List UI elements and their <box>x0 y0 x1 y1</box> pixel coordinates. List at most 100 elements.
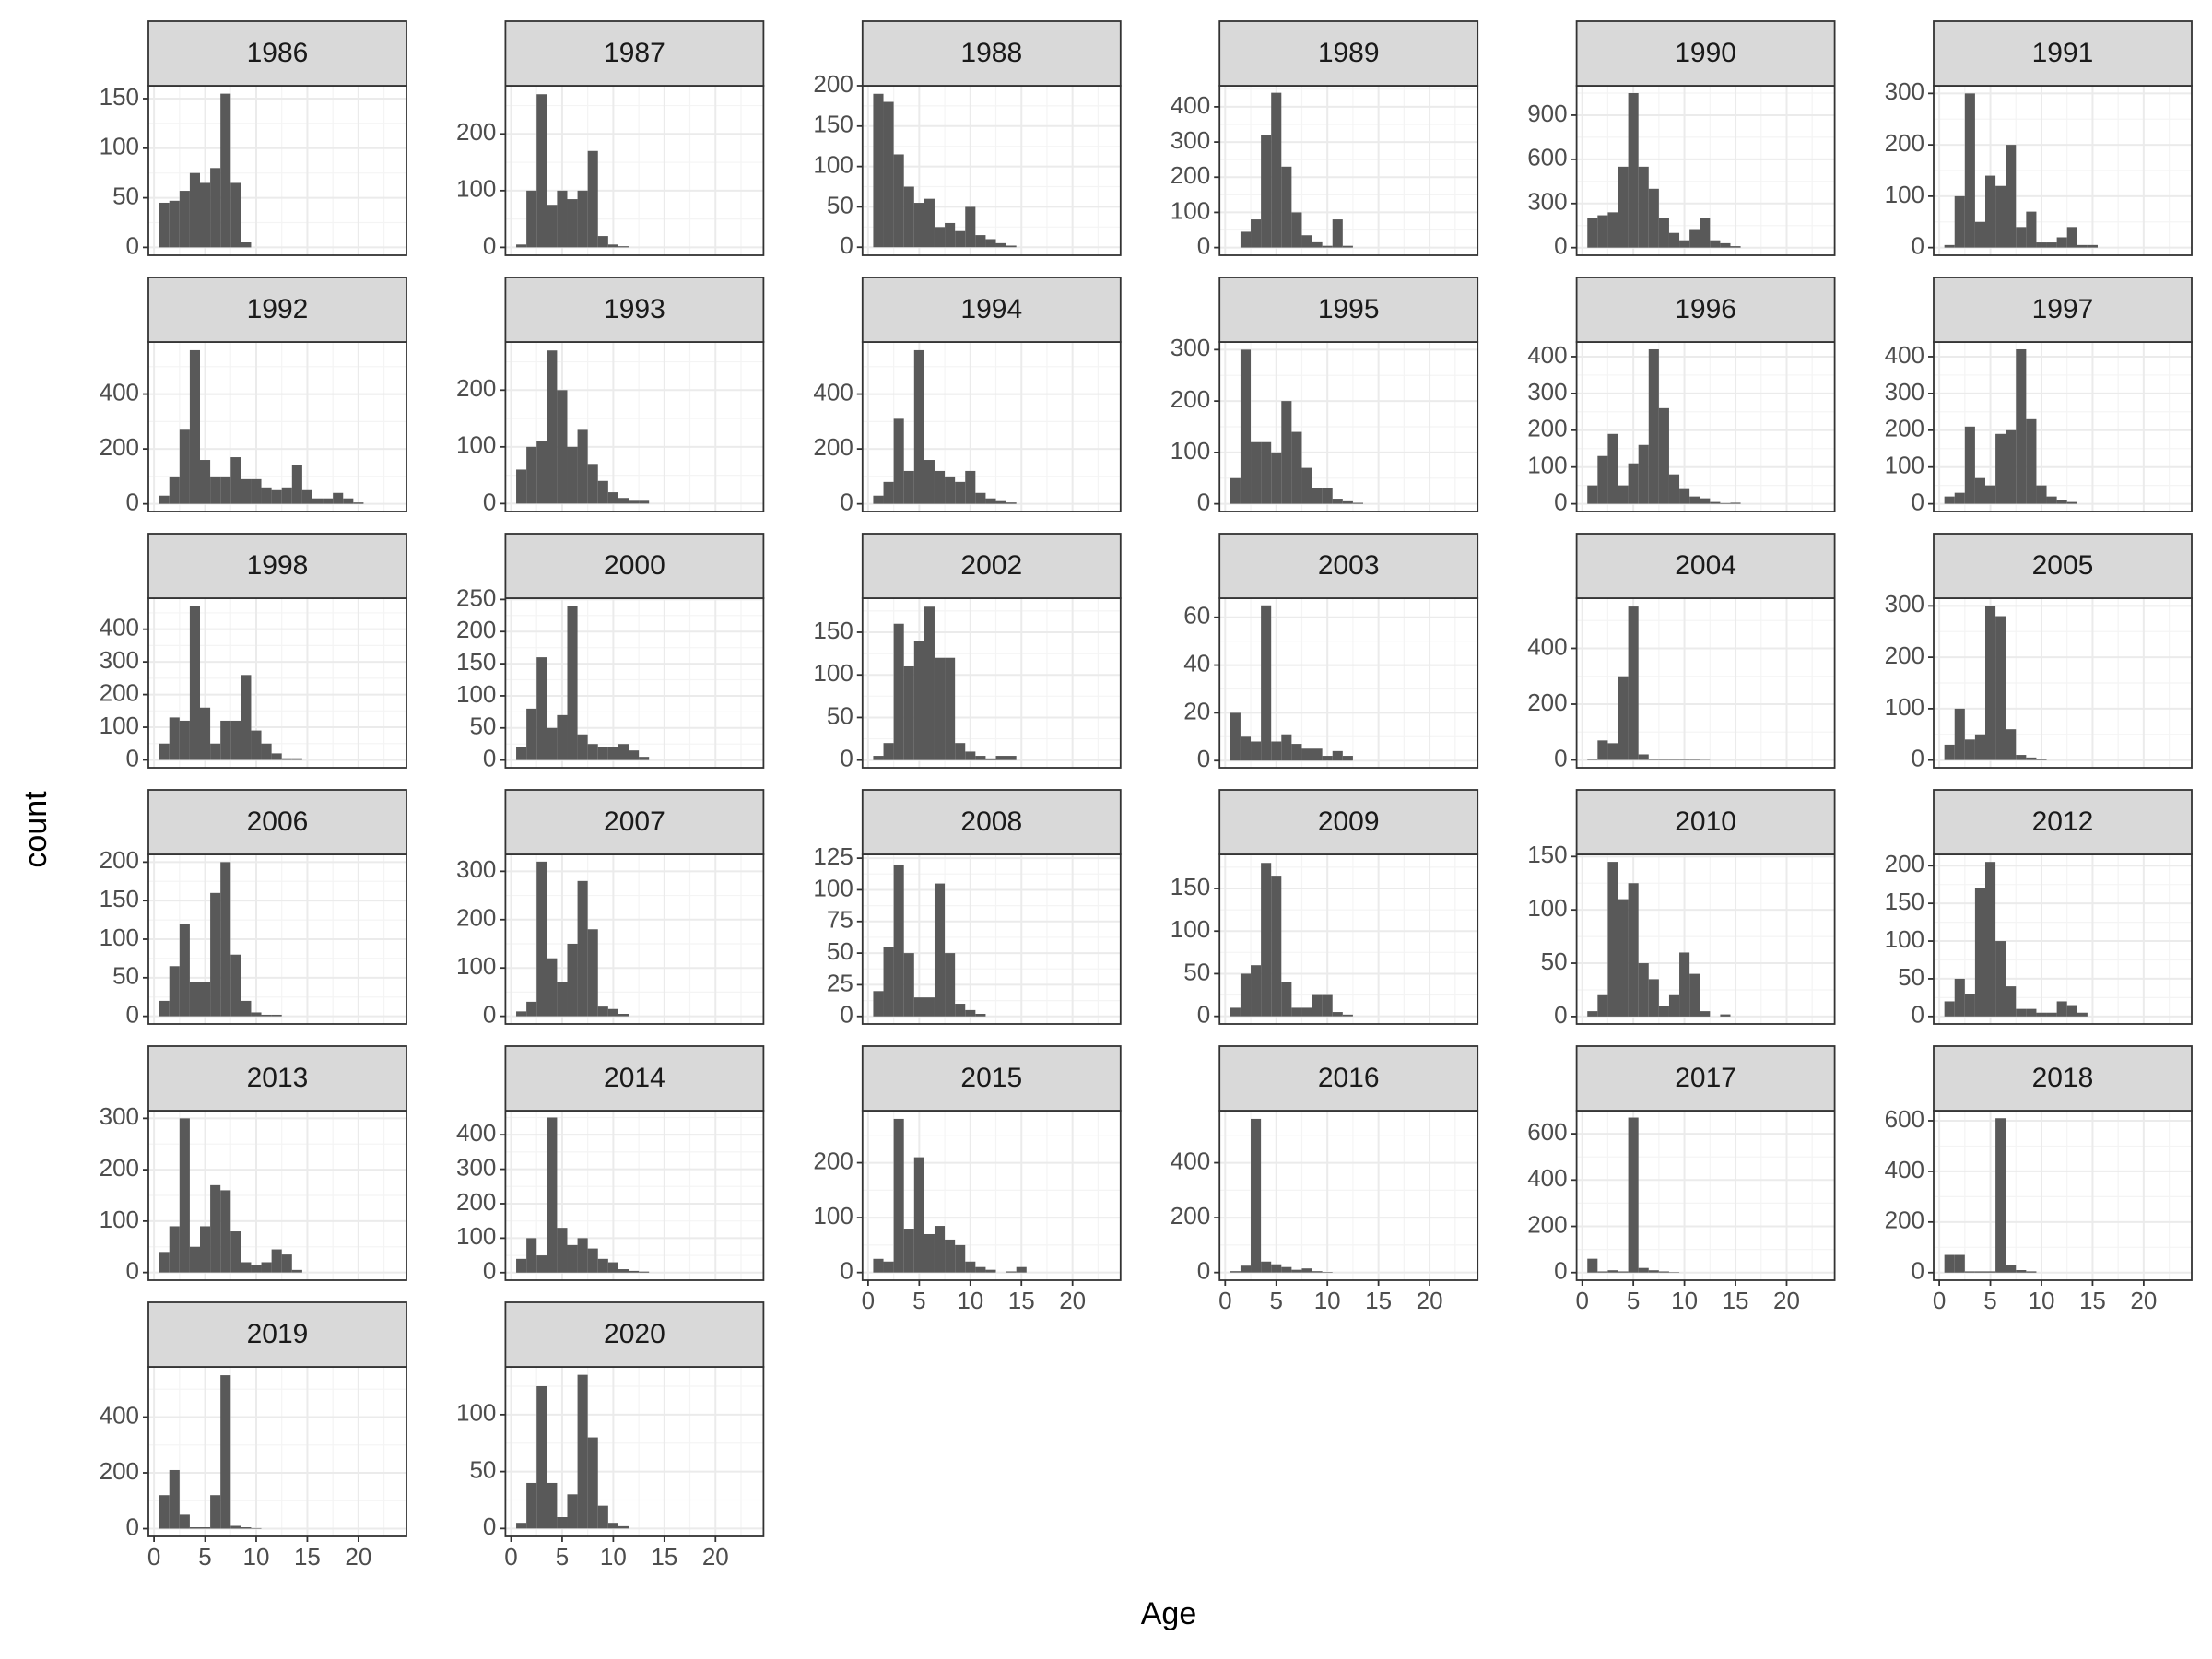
bar <box>965 206 976 248</box>
bar <box>945 1239 956 1273</box>
bar <box>343 498 354 504</box>
bar <box>893 418 904 504</box>
facet: 0 300 600 900 1990 <box>1527 20 1836 260</box>
bar <box>1281 734 1292 761</box>
strip-text: 2002 <box>960 550 1022 581</box>
bar <box>567 1244 578 1273</box>
bar <box>893 1118 904 1273</box>
y-tick-label: 50 <box>1898 963 1924 991</box>
bar <box>291 465 302 504</box>
bar <box>945 953 956 1017</box>
bar <box>220 476 231 504</box>
bar <box>1006 502 1017 504</box>
bar <box>1597 994 1608 1017</box>
y-tick-label: 0 <box>126 1512 139 1540</box>
y-tick-label: 200 <box>100 846 139 874</box>
bar <box>587 929 598 1017</box>
bar <box>1322 756 1333 761</box>
bar <box>1658 1006 1669 1017</box>
bar <box>2016 1270 2027 1273</box>
bar <box>526 1001 537 1017</box>
bar <box>1281 166 1292 248</box>
bar <box>1954 1254 1965 1273</box>
bar <box>1251 219 1262 248</box>
bar <box>516 469 527 504</box>
bar <box>618 498 629 504</box>
bar <box>924 606 935 760</box>
bar <box>1230 1007 1241 1017</box>
bar <box>547 727 558 760</box>
bar <box>1944 496 1955 504</box>
bar <box>883 101 894 248</box>
y-tick-label: 0 <box>1912 488 1924 515</box>
bar <box>547 1482 558 1529</box>
bar <box>1271 741 1282 761</box>
bar <box>557 390 568 504</box>
bar <box>1271 452 1282 504</box>
bar <box>1668 759 1680 760</box>
bar <box>251 1265 262 1273</box>
y-tick-label: 0 <box>840 1001 853 1029</box>
bar <box>945 657 956 760</box>
bar <box>1638 1267 1649 1273</box>
y-tick-label: 0 <box>1554 232 1567 260</box>
bar <box>1730 502 1741 504</box>
bar <box>169 1469 180 1529</box>
strip <box>861 1045 1122 1112</box>
bar <box>2066 1005 2077 1017</box>
strip-text: 2016 <box>1318 1063 1380 1093</box>
strip <box>1575 20 1836 87</box>
facet: 0 50 100 150 1986 <box>100 20 407 259</box>
y-tick-label: 400 <box>1527 341 1567 369</box>
y-tick-label: 100 <box>100 924 139 951</box>
bar <box>281 1254 292 1273</box>
panel-background <box>1576 598 1835 768</box>
y-tick-label: 600 <box>1527 144 1567 171</box>
strip <box>504 276 765 343</box>
bar <box>1597 740 1608 760</box>
bar <box>965 1009 976 1017</box>
y-tick-label: 0 <box>840 1257 853 1285</box>
x-tick-label: 0 <box>504 1543 517 1571</box>
y-tick-label: 300 <box>1885 590 1924 618</box>
strip <box>147 276 407 343</box>
y-tick-label: 400 <box>100 614 139 641</box>
bar <box>1342 500 1353 504</box>
bar <box>2046 242 2057 248</box>
y-tick-label: 200 <box>456 1188 496 1216</box>
bar <box>567 606 578 760</box>
bar <box>1281 401 1292 504</box>
strip <box>1933 533 2193 599</box>
y-tick-label: 100 <box>813 1202 853 1230</box>
strip-text: 1996 <box>1675 294 1736 324</box>
bar <box>179 429 190 504</box>
facet: 0 100 200 1987 <box>456 20 765 259</box>
bar <box>1240 231 1252 248</box>
bar <box>1985 485 1996 504</box>
y-tick-label: 200 <box>813 70 853 98</box>
strip-text: 2005 <box>2032 550 2094 581</box>
y-tick-label: 600 <box>1527 1118 1567 1146</box>
bar <box>1230 712 1241 761</box>
y-tick-label: 20 <box>1183 697 1210 724</box>
bar <box>587 1437 598 1529</box>
bar <box>2006 1265 2017 1273</box>
bar <box>995 500 1006 504</box>
strip <box>1575 533 1836 599</box>
y-tick-label: 300 <box>1527 188 1567 216</box>
bar <box>189 349 200 504</box>
bar <box>1261 1261 1272 1273</box>
bar <box>1597 215 1608 248</box>
bar <box>618 1525 629 1529</box>
bar <box>893 864 904 1017</box>
bar <box>577 880 588 1017</box>
bar <box>1607 433 1618 504</box>
x-tick-label: 0 <box>1218 1287 1231 1314</box>
bar <box>179 191 190 248</box>
bar <box>557 714 568 760</box>
y-tick-label: 400 <box>1527 1164 1567 1192</box>
bar <box>1332 219 1343 248</box>
bar <box>241 1527 252 1529</box>
bar <box>618 246 629 248</box>
bar <box>639 757 650 760</box>
